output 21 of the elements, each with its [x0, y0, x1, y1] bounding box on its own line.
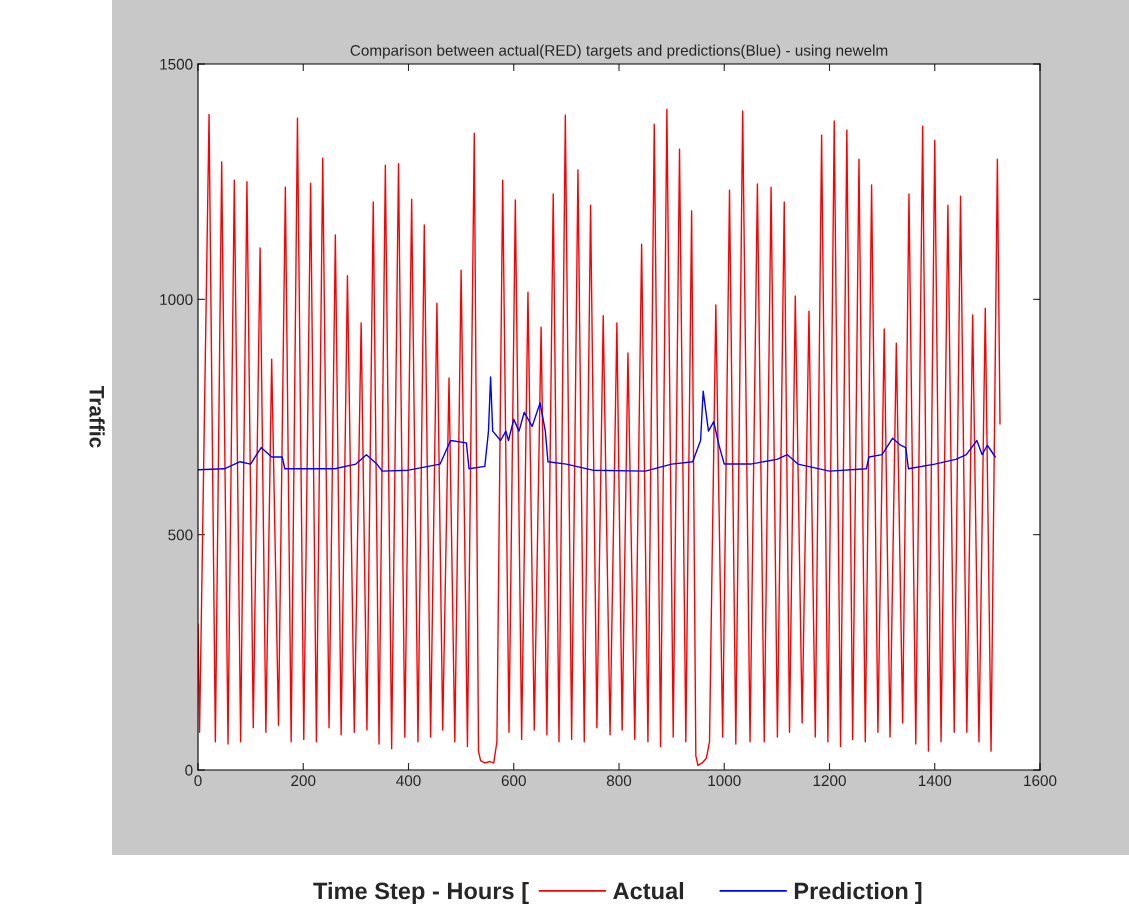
x-tick-label: 1200: [813, 775, 846, 787]
legend-label: Prediction: [794, 881, 908, 900]
line-series: [198, 376, 996, 472]
x-tick-label: 800: [606, 775, 632, 787]
y-axis-title: Traffic: [89, 385, 105, 448]
x-tick-label: 600: [501, 775, 526, 787]
x-axis-title: Time Step - Hours [: [313, 881, 529, 905]
y-tick-label: 1000: [160, 294, 193, 306]
x-tick-label: 400: [396, 775, 421, 787]
y-tick-label: 500: [168, 529, 193, 541]
text: ]: [915, 881, 922, 905]
x-tick-label: 1400: [918, 775, 952, 787]
x-tick-label: 1000: [708, 775, 741, 787]
line-series: [198, 108, 1001, 766]
legend-label: Actual: [613, 881, 684, 900]
x-tick-label: 1600: [1024, 775, 1057, 787]
x-tick-label: 200: [291, 775, 316, 787]
chart-title: Comparison between actual(RED) targets and predictions(Blue) - using newelm: [350, 44, 888, 59]
x-tick-label: 0: [194, 775, 202, 787]
y-tick-label: 1500: [160, 58, 193, 70]
y-tick-label: 0: [185, 764, 193, 776]
